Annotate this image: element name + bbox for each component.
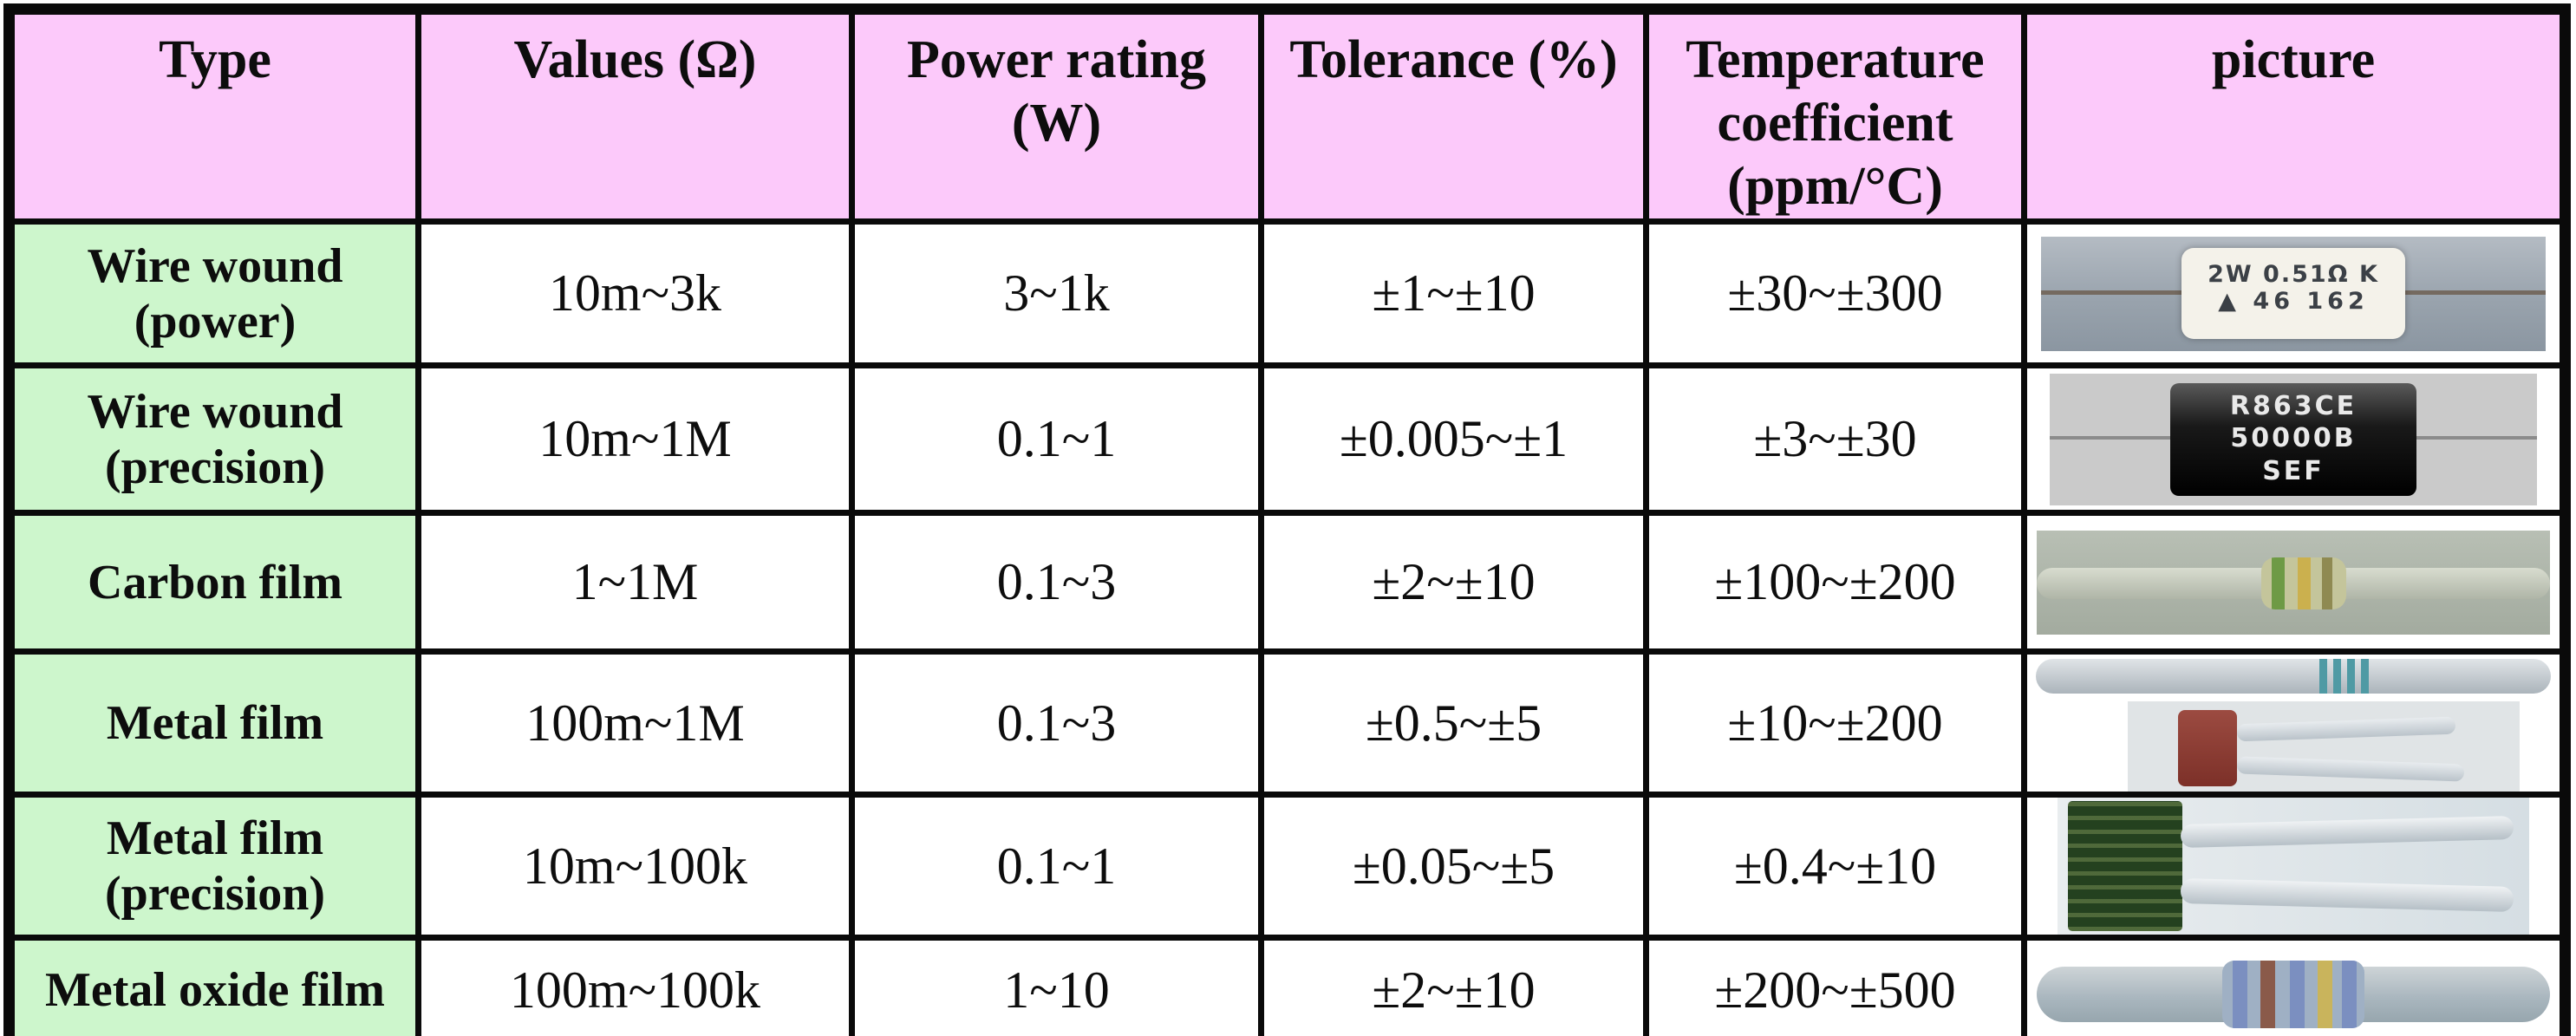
type-cell: Carbon film: [6, 510, 421, 655]
power-rating-cell: 0.1~3: [849, 648, 1264, 798]
temp-coefficient-cell: ±10~±200: [1643, 648, 2027, 798]
lead-wire: [2180, 878, 2514, 913]
manufacturer-logo: ▲: [2218, 288, 2240, 316]
type-cell: Metal oxide film: [6, 935, 421, 1036]
lead-wire: [2180, 816, 2514, 849]
color-band: [2271, 557, 2285, 609]
table-row: Metal oxide film 100m~100k 1~10 ±2~±10 ±…: [6, 935, 2568, 1036]
tolerance-cell: ±2~±10: [1258, 510, 1649, 655]
picture-cell: [2021, 648, 2568, 798]
type-cell: Wire wound (precision): [6, 362, 421, 517]
picture-cell: [2021, 510, 2568, 655]
temp-coefficient-cell: ±3~±30: [1643, 362, 2027, 517]
temp-coefficient-cell: ±200~±500: [1643, 935, 2027, 1036]
resistor-marking: SEF: [2262, 455, 2325, 486]
temp-coefficient-cell: ±100~±200: [1643, 510, 2027, 655]
resistor-marking: ▲ 46 162: [2181, 288, 2405, 315]
resistor-photo-carbon-film: [2037, 530, 2550, 635]
color-band: [2318, 961, 2332, 1029]
power-rating-cell: 0.1~3: [849, 510, 1264, 655]
column-header-type: Type: [6, 5, 421, 225]
table-row: Carbon film 1~1M 0.1~3 ±2~±10 ±100~±200: [6, 510, 2568, 655]
type-cell: Wire wound (power): [6, 218, 421, 369]
temp-coefficient-cell: ±30~±300: [1643, 218, 2027, 369]
tolerance-cell: ±0.5~±5: [1258, 648, 1649, 798]
resistor-photo-metal-oxide-film: [2037, 949, 2550, 1036]
column-header-picture: picture: [2021, 5, 2568, 225]
resistor-color-bands: [2260, 557, 2346, 609]
resistor-photo-metal-film: [2032, 657, 2554, 789]
temp-coefficient-cell: ±0.4~±10: [1643, 792, 2027, 942]
resistor-photo-metal-film-precision: [2058, 800, 2529, 932]
power-rating-cell: 3~1k: [849, 218, 1264, 369]
resistor-photo-wirewound-precision: R863CE 50000B SEF: [2050, 373, 2537, 505]
type-cell: Metal film (precision): [6, 792, 421, 942]
power-rating-cell: 0.1~1: [849, 362, 1264, 517]
column-header-values: Values (Ω): [415, 5, 855, 225]
values-cell: 1~1M: [415, 510, 855, 655]
values-cell: 10m~3k: [415, 218, 855, 369]
values-cell: 10m~1M: [415, 362, 855, 517]
color-band: [2333, 659, 2342, 694]
power-rating-cell: 0.1~1: [849, 792, 1264, 942]
picture-cell: [2021, 935, 2568, 1036]
color-band: [2290, 961, 2305, 1029]
color-band: [2342, 961, 2357, 1029]
column-header-tolerance: Tolerance (%): [1258, 5, 1649, 225]
tolerance-cell: ±0.05~±5: [1258, 792, 1649, 942]
color-band: [2260, 961, 2275, 1029]
resistor-marking: 2W 0.51Ω K: [2208, 260, 2379, 288]
resistor-marking: 46 162: [2253, 288, 2369, 316]
resistor-color-bands: [2222, 961, 2364, 1029]
column-header-power-rating: Power rating (W): [849, 5, 1264, 225]
tolerance-cell: ±1~±10: [1258, 218, 1649, 369]
color-band: [2297, 557, 2311, 609]
resistor-table: Type Values (Ω) Power rating (W) Toleran…: [3, 3, 2571, 1036]
picture-cell: R863CE 50000B SEF: [2021, 362, 2568, 517]
column-header-temp-coefficient: Temperature coefficient (ppm/°C): [1643, 5, 2027, 225]
values-cell: 100m~100k: [415, 935, 855, 1036]
resistor-body: [2068, 801, 2182, 932]
color-band: [2319, 659, 2328, 694]
color-band: [2321, 557, 2332, 609]
table-row: Wire wound (power) 10m~3k 3~1k ±1~±10 ±3…: [6, 218, 2568, 369]
table-row: Metal film 100m~1M 0.1~3 ±0.5~±5 ±10~±20…: [6, 648, 2568, 798]
color-band: [2361, 659, 2370, 694]
picture-cell: [2021, 792, 2568, 942]
power-rating-cell: 1~10: [849, 935, 1264, 1036]
table-row: Wire wound (precision) 10m~1M 0.1~1 ±0.0…: [6, 362, 2568, 517]
tolerance-cell: ±2~±10: [1258, 935, 1649, 1036]
resistor-body: 2W 0.51Ω K ▲ 46 162: [2181, 247, 2405, 339]
picture-cell: 2W 0.51Ω K ▲ 46 162: [2021, 218, 2568, 369]
resistor-marking: 50000B: [2230, 423, 2357, 454]
resistor-body: R863CE 50000B SEF: [2170, 382, 2416, 496]
resistor-color-bands: [2319, 659, 2377, 694]
table-row: Metal film (precision) 10m~100k 0.1~1 ±0…: [6, 792, 2568, 942]
header-row: Type Values (Ω) Power rating (W) Toleran…: [6, 5, 2568, 225]
tolerance-cell: ±0.005~±1: [1258, 362, 1649, 517]
resistor-photo-wirewound-power: 2W 0.51Ω K ▲ 46 162: [2041, 236, 2546, 351]
color-band: [2347, 659, 2356, 694]
type-cell: Metal film: [6, 648, 421, 798]
resistor-marking: R863CE: [2229, 390, 2358, 421]
boxed-resistor-body: [2178, 710, 2237, 787]
color-band: [2233, 961, 2247, 1029]
resistor-body: [2036, 659, 2551, 694]
values-cell: 100m~1M: [415, 648, 855, 798]
values-cell: 10m~100k: [415, 792, 855, 942]
